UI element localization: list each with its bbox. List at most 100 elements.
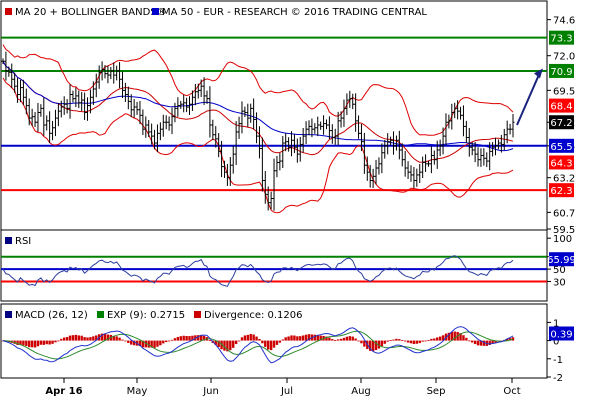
ohlc-bar: [173, 102, 177, 123]
ohlc-bar: [65, 99, 69, 114]
ohlc-bar: [479, 148, 483, 167]
divergence-bar: [240, 337, 244, 341]
divergence-bar: [427, 340, 430, 341]
price-tick-label: 74.6: [553, 16, 575, 27]
divergence-bar: [170, 339, 174, 341]
divergence-bar: [476, 340, 480, 346]
divergence-bar: [130, 340, 133, 345]
divergence-bar: [141, 340, 145, 348]
divergence-bar: [433, 338, 436, 341]
ohlc-bar: [467, 127, 471, 157]
ohlc-bar: [447, 114, 451, 129]
divergence-bar: [138, 340, 142, 347]
rsi-tick-label: 50: [553, 265, 566, 276]
ohlc-bar: [269, 191, 273, 210]
divergence-bar: [191, 335, 194, 341]
divergence-bar: [223, 340, 226, 351]
divergence-bar: [57, 340, 60, 342]
ohlc-bar: [386, 133, 390, 155]
ohlc-bar: [371, 168, 375, 188]
ohlc-bar: [324, 119, 328, 130]
divergence-bar: [202, 335, 206, 341]
divergence-bar: [441, 335, 445, 341]
price-tick-label: 72.0: [553, 52, 575, 63]
divergence-bar: [60, 338, 63, 341]
divergence-bar: [48, 340, 51, 345]
ohlc-bar: [129, 94, 133, 117]
divergence-bar: [401, 340, 404, 341]
divergence-bar: [386, 340, 389, 342]
divergence-bar: [16, 340, 19, 345]
divergence-bar: [264, 340, 267, 347]
x-tick-label: Jun: [202, 386, 219, 397]
divergence-bar: [281, 339, 284, 341]
x-tick-label: May: [127, 386, 148, 397]
rsi-tick-label: 100: [553, 234, 572, 245]
divergence-bar: [491, 340, 494, 344]
ohlc-bar: [164, 115, 168, 130]
divergence-bar: [226, 340, 229, 352]
ohlc-bar: [71, 90, 75, 103]
ohlc-bar: [403, 151, 407, 177]
ohlc-bar: [412, 166, 416, 189]
divergence-bar: [217, 340, 220, 348]
divergence-bar: [132, 340, 136, 346]
ohlc-bar: [193, 83, 197, 106]
divergence-bar: [80, 335, 83, 341]
macd-tick-label: -1: [553, 355, 563, 366]
divergence-bar: [473, 340, 477, 345]
divergence-bar: [33, 340, 37, 348]
price-layer: [1, 36, 547, 214]
legend-divergence: Divergence: 0.1206: [204, 310, 303, 321]
x-tick-label: Aug: [351, 386, 371, 397]
ohlc-bar: [199, 79, 203, 97]
ohlc-bar: [485, 152, 489, 168]
ohlc-bar: [83, 92, 87, 120]
divergence-bar: [395, 338, 398, 341]
divergence-bar: [162, 340, 165, 344]
divergence-bar: [214, 340, 217, 345]
macd-tick-label: 1: [553, 318, 559, 329]
divergence-bar: [479, 340, 483, 346]
ohlc-bar: [214, 126, 218, 148]
divergence-bar: [232, 340, 235, 348]
legend-marker-ma50: [152, 8, 159, 15]
ohlc-bar: [39, 104, 43, 117]
ohlc-bar: [222, 160, 226, 178]
ohlc-bar: [316, 116, 320, 137]
ohlc-bar: [211, 119, 215, 140]
divergence-bar: [334, 340, 337, 341]
ohlc-bar: [217, 133, 221, 158]
rsi-line: [2, 255, 514, 287]
divergence-bar: [159, 340, 162, 346]
ohlc-bar: [88, 89, 92, 114]
divergence-bar: [328, 337, 331, 341]
divergence-bar: [348, 336, 351, 341]
ohlc-bar: [499, 134, 503, 153]
divergence-bar: [436, 337, 439, 341]
divergence-bar: [374, 340, 378, 351]
ohlc-bar: [158, 122, 162, 141]
divergence-bar: [258, 339, 261, 341]
divergence-bar: [92, 336, 95, 341]
forecast-arrow-head: [534, 68, 543, 79]
divergence-bar: [95, 335, 98, 341]
divergence-bar: [147, 340, 150, 348]
divergence-bar: [511, 337, 515, 341]
divergence-bar: [182, 335, 185, 341]
ohlc-bar: [260, 137, 264, 192]
ohlc-bar: [53, 109, 57, 137]
ohlc-bar: [30, 108, 34, 127]
divergence-bar: [360, 340, 363, 344]
ohlc-bar: [257, 126, 261, 159]
divergence-bar: [150, 340, 153, 348]
ohlc-bar: [228, 157, 232, 186]
divergence-bar: [398, 339, 401, 341]
divergence-bar: [336, 339, 340, 341]
ohlc-bar: [377, 157, 381, 175]
ohlc-bar: [231, 145, 235, 174]
divergence-bar: [304, 334, 308, 341]
divergence-bar: [406, 340, 410, 343]
ohlc-bar: [290, 131, 294, 157]
ohlc-bar: [16, 77, 20, 103]
